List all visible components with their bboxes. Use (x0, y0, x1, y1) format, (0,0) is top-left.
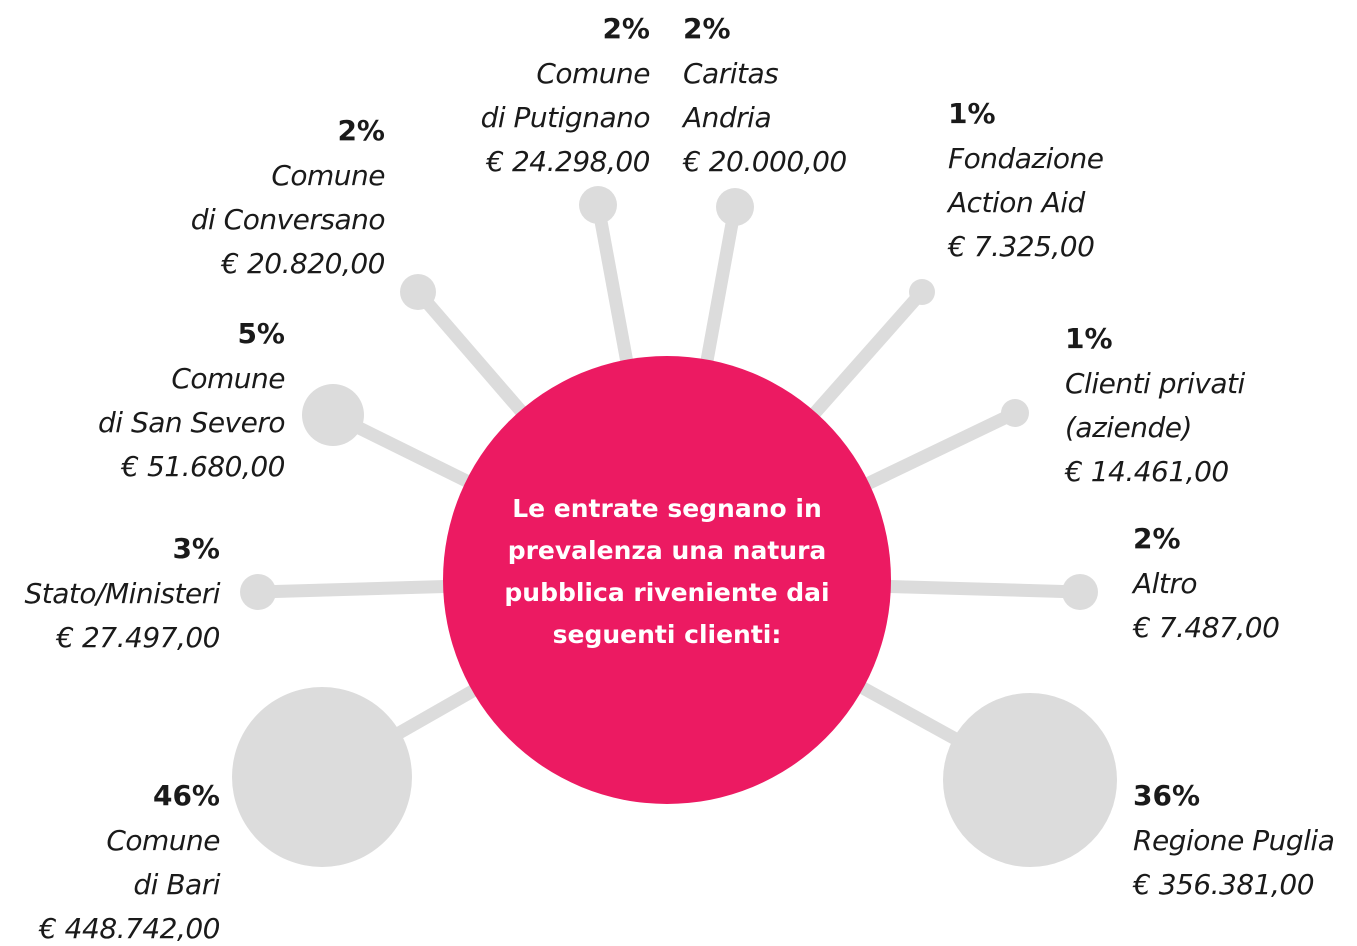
node-circle (909, 279, 935, 305)
node-label: (aziende) (1065, 411, 1192, 444)
percent: 3% (172, 532, 220, 565)
amount: € 27.497,00 (55, 621, 220, 654)
percent: 2% (683, 12, 731, 45)
amount: € 14.461,00 (1064, 455, 1229, 488)
node-circle (579, 186, 617, 224)
node-circle (716, 188, 754, 226)
amount: € 356.381,00 (1132, 868, 1314, 901)
node-circle (232, 687, 412, 867)
node-circle (302, 384, 364, 446)
amount: € 51.680,00 (120, 450, 285, 483)
node-label: Caritas (683, 57, 778, 90)
amount: € 20.820,00 (220, 247, 385, 280)
percent: 2% (337, 114, 385, 147)
node-circle (943, 693, 1117, 867)
percent: 5% (237, 317, 285, 350)
node-circle (1062, 574, 1098, 610)
node-label: Comune (106, 824, 220, 857)
node-label: di Putignano (481, 101, 650, 134)
percent: 36% (1133, 779, 1200, 812)
amount: € 7.325,00 (947, 230, 1094, 263)
node-label: Fondazione (948, 142, 1104, 175)
node-label: Altro (1131, 567, 1197, 600)
node-label: Andria (681, 101, 771, 134)
amount: € 448.742,00 (38, 912, 220, 945)
node-label: di San Severo (98, 406, 285, 439)
node-label: Comune (536, 57, 650, 90)
center-text: seguenti clienti: (553, 620, 782, 649)
center-circle (443, 356, 891, 804)
percent: 46% (153, 779, 220, 812)
node-circle (240, 574, 276, 610)
percent: 2% (1133, 522, 1181, 555)
center-text: pubblica riveniente dai (504, 578, 829, 607)
node-label: di Conversano (191, 203, 385, 236)
node-label: Clienti privati (1065, 367, 1246, 400)
node-circle (1001, 399, 1029, 427)
node-label: Comune (271, 159, 385, 192)
node-label: Stato/Ministeri (25, 577, 221, 610)
node-circle (400, 274, 436, 310)
percent: 2% (602, 12, 650, 45)
node-label: di Bari (133, 868, 220, 901)
amount: € 7.487,00 (1132, 611, 1279, 644)
center-text: Le entrate segnano in (512, 494, 822, 523)
amount: € 20.000,00 (682, 145, 847, 178)
node-label: Comune (171, 362, 285, 395)
amount: € 24.298,00 (485, 145, 650, 178)
percent: 1% (1065, 322, 1113, 355)
node-label: Regione Puglia (1133, 824, 1334, 857)
center-text: prevalenza una natura (508, 536, 827, 565)
percent: 1% (948, 97, 996, 130)
node-label: Action Aid (946, 186, 1086, 219)
